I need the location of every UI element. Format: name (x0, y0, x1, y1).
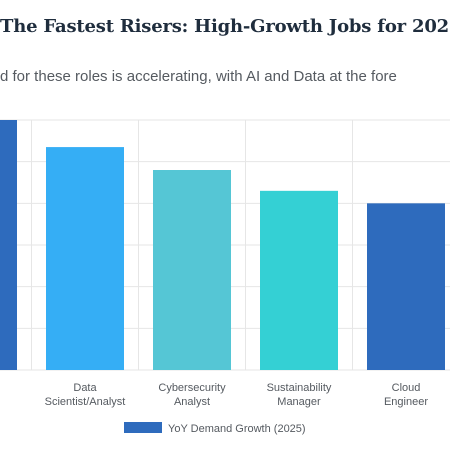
x-tick-label: Sustainability (267, 382, 332, 394)
x-tick-label: Cloud (392, 382, 421, 394)
bar (260, 190, 338, 370)
bar (0, 120, 17, 370)
bars (0, 120, 445, 370)
legend: YoY Demand Growth (2025) (124, 422, 306, 435)
bar (367, 203, 445, 370)
x-tick-label: Manager (277, 396, 321, 408)
x-tick-label: Cybersecurity (158, 382, 226, 394)
x-axis-labels: Data Scientist/Analyst Cybersecurity Analys… (45, 382, 429, 408)
chart-title: The Fastest Risers: High-Growth Jobs for… (0, 16, 450, 37)
x-tick-label: Engineer (384, 396, 428, 408)
x-tick-label: Scientist/Analyst (45, 396, 126, 408)
x-tick-label: Data (73, 382, 97, 394)
x-tick-label: Analyst (174, 396, 210, 408)
chart-subtitle: d for these roles is accelerating, with … (0, 68, 397, 85)
legend-label: YoY Demand Growth (2025) (168, 423, 306, 435)
legend-swatch (124, 422, 162, 433)
bar (46, 147, 124, 370)
bar (153, 170, 231, 370)
